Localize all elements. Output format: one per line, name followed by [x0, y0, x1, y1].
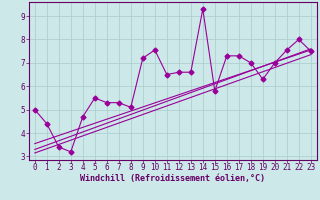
X-axis label: Windchill (Refroidissement éolien,°C): Windchill (Refroidissement éolien,°C)	[80, 174, 265, 183]
